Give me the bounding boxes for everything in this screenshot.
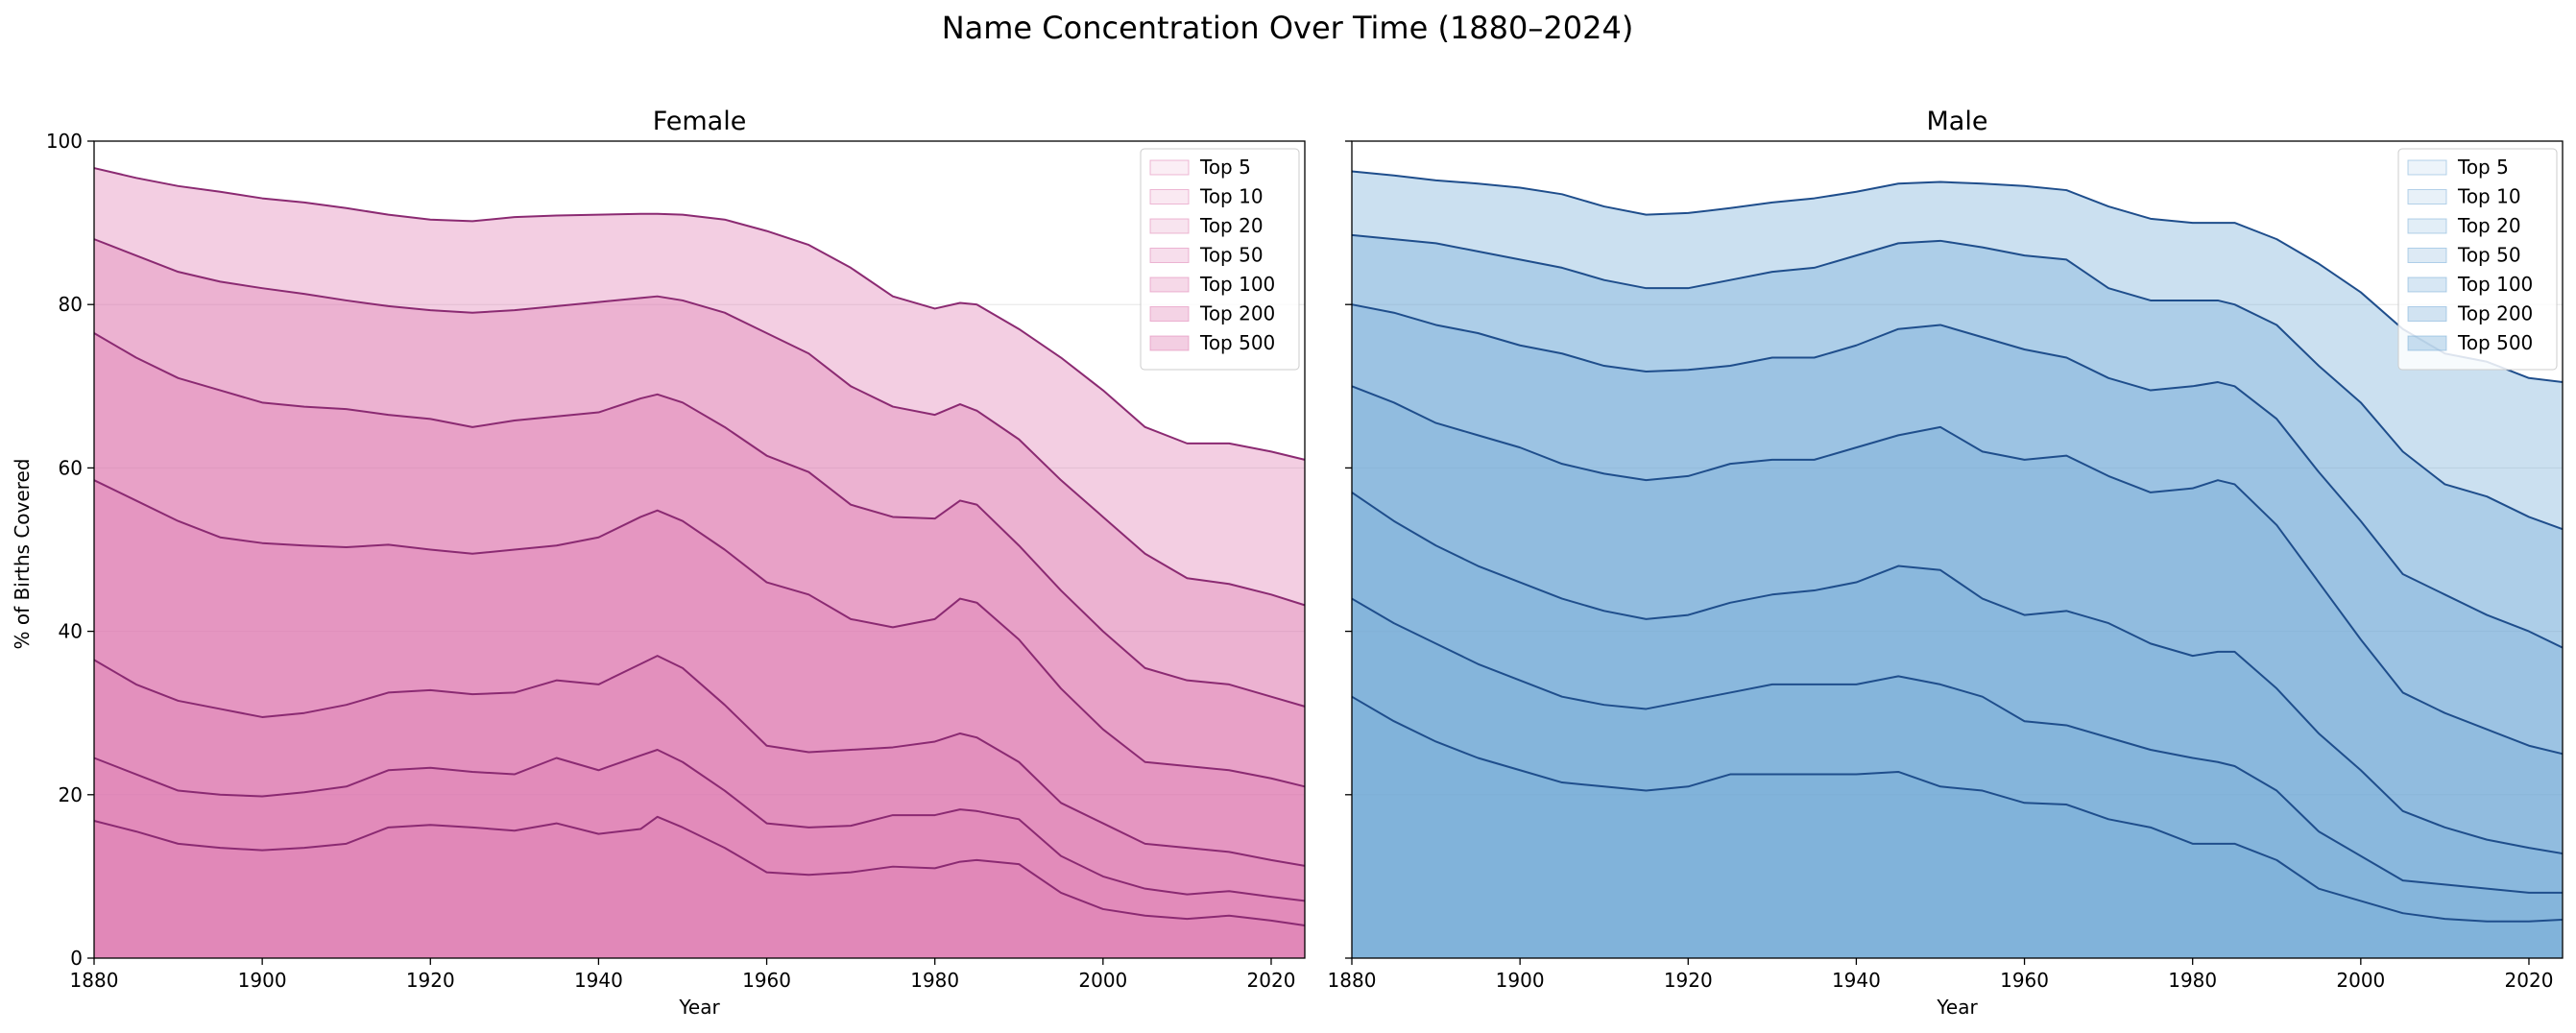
female-line-top-5 [93, 815, 1306, 926]
female-x-axis-label: Year [678, 996, 720, 1019]
male-legend-label: Top 50 [2457, 244, 2521, 267]
male-legend-swatch [2407, 335, 2447, 351]
male-x-tick-label: 1900 [1496, 969, 1545, 992]
male-area-top-500 [1352, 171, 2563, 958]
male-legend-label: Top 5 [2457, 156, 2509, 179]
female-area-top-50 [94, 480, 1305, 958]
female-y-tick-label: 0 [70, 947, 83, 970]
female-x-tick-label: 1980 [910, 969, 959, 992]
female-legend-swatch [1149, 306, 1190, 322]
male-legend-label: Top 500 [2457, 331, 2533, 354]
female-line-top-100 [93, 332, 1306, 708]
male-x-tick-label: 1940 [1832, 969, 1881, 992]
female-legend-label: Top 5 [1199, 156, 1251, 179]
female-legend-swatch [1149, 335, 1190, 351]
male-panel: Male 1880 1900 1920 1940 1960 1980 2000 2020 Year… [1328, 107, 2564, 1019]
male-line-top-200 [1351, 233, 2564, 531]
female-legend-swatch [1149, 189, 1190, 204]
male-legend-swatch [2407, 248, 2447, 263]
female-legend-label: Top 500 [1199, 331, 1275, 354]
female-legend-label: Top 50 [1199, 244, 1264, 267]
male-line-top-100 [1351, 303, 2564, 649]
male-line-top-5 [1351, 695, 2564, 923]
male-x-tick-label: 2020 [2505, 969, 2554, 992]
female-x-tick-label: 1880 [70, 969, 119, 992]
female-plot-frame [93, 140, 1306, 959]
male-x-axis-label: Year [1936, 996, 1978, 1019]
female-legend-label: Top 10 [1199, 185, 1264, 208]
male-legend-swatch [2407, 189, 2447, 204]
female-legend-label: Top 200 [1199, 302, 1275, 325]
female-legend-swatch [1149, 218, 1190, 234]
male-legend-label: Top 200 [2457, 302, 2533, 325]
female-y-tick-label: 60 [59, 456, 83, 479]
male-legend-swatch [2407, 306, 2447, 322]
male-area-top-50 [1352, 386, 2563, 958]
male-legend-swatch [2407, 276, 2447, 293]
female-line-top-500 [93, 167, 1306, 461]
male-legend-label: Top 20 [2457, 214, 2521, 237]
male-area-top-5 [1352, 696, 2563, 958]
female-legend-swatch [1149, 159, 1190, 176]
female-x-tick-label: 2020 [1247, 969, 1296, 992]
male-area-top-100 [1352, 304, 2563, 958]
male-x-tick-label: 1920 [1664, 969, 1713, 992]
male-legend-label: Top 10 [2457, 185, 2521, 208]
female-legend-swatch [1149, 276, 1190, 293]
male-line-top-500 [1351, 170, 2564, 384]
female-line-top-20 [93, 655, 1306, 867]
male-legend: Top 5 Top 10 Top 20 Top 50 Top 100 Top 200 Top… [2397, 148, 2558, 371]
female-legend-swatch [1149, 248, 1190, 263]
female-area-top-10 [94, 749, 1305, 958]
female-area-top-100 [94, 332, 1305, 958]
female-line-top-50 [93, 479, 1306, 788]
male-area-top-10 [1352, 598, 2563, 958]
male-line-top-20 [1351, 492, 2564, 855]
female-legend-label: Top 20 [1199, 214, 1264, 237]
y-axis-label: % of Births Covered [11, 459, 34, 650]
male-legend-swatch [2407, 159, 2447, 176]
female-x-tick-label: 1900 [238, 969, 287, 992]
male-line-top-10 [1351, 597, 2563, 894]
male-x-tick-label: 2000 [2336, 969, 2385, 992]
female-y-tick-label: 20 [59, 783, 83, 806]
male-area-top-200 [1352, 234, 2563, 959]
male-line-top-50 [1351, 385, 2564, 756]
female-area-top-20 [94, 656, 1305, 958]
female-area-top-5 [94, 816, 1305, 958]
male-plot-frame [1351, 140, 2564, 959]
chart-title: Name Concentration Over Time (1880–2024) [942, 10, 1634, 46]
female-y-tick-label: 40 [59, 620, 83, 643]
female-line-top-200 [93, 238, 1306, 607]
female-x-tick-label: 1960 [742, 969, 791, 992]
female-x-tick-label: 2000 [1078, 969, 1127, 992]
male-legend-swatch [2407, 218, 2447, 234]
male-panel-title: Male [1927, 107, 1988, 136]
female-area-top-200 [94, 239, 1305, 958]
female-y-tick-label: 100 [46, 130, 83, 153]
male-area-top-20 [1352, 492, 2563, 958]
female-legend: Top 5 Top 10 Top 20 Top 50 Top 100 Top 200 Top… [1140, 148, 1300, 371]
female-x-tick-label: 1940 [574, 969, 623, 992]
female-x-tick-label: 1920 [406, 969, 455, 992]
male-x-tick-label: 1880 [1328, 969, 1377, 992]
female-area-top-500 [94, 168, 1305, 958]
female-y-tick-label: 80 [59, 293, 83, 316]
male-x-tick-label: 1960 [2000, 969, 2049, 992]
female-line-top-10 [93, 748, 1306, 902]
female-panel-title: Female [653, 107, 747, 136]
male-x-tick-label: 1980 [2168, 969, 2217, 992]
female-legend-label: Top 100 [1199, 273, 1275, 296]
male-legend-label: Top 100 [2457, 273, 2533, 296]
female-panel: Female 1880 1900 1920 1940 1960 1980 2000 2020 0 2… [46, 107, 1306, 1019]
